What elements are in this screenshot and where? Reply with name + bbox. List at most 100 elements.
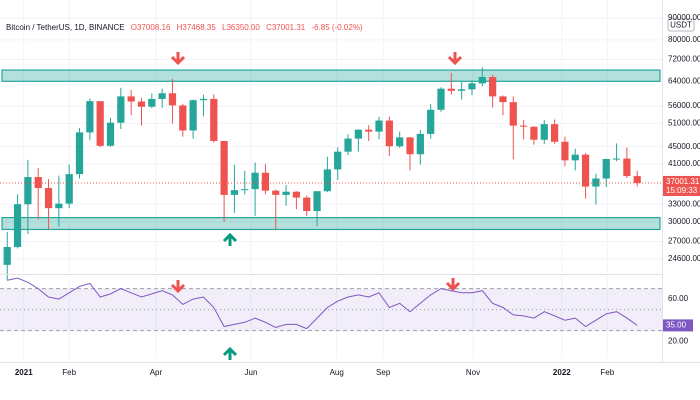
candle-body — [179, 105, 187, 131]
candle-body — [509, 102, 517, 126]
x-tick-label: Feb — [600, 368, 614, 377]
last-price-label: 37001.31 — [666, 177, 700, 186]
candle-body — [612, 158, 621, 160]
signal-arrows — [170, 52, 463, 360]
y-tick-label: 33000.00 — [668, 199, 700, 208]
candle-body — [24, 177, 32, 205]
candle-body — [34, 177, 42, 189]
candle-body — [168, 93, 177, 106]
candle-body — [334, 151, 342, 170]
candle-body — [592, 178, 600, 187]
sell-arrow — [170, 52, 186, 66]
low-label: L36350.00 — [222, 23, 260, 32]
x-tick-label: Sep — [376, 368, 391, 377]
x-tick-label: Aug — [330, 368, 344, 377]
x-tick-label: Apr — [150, 368, 163, 377]
candle-body — [602, 159, 610, 179]
candle-body — [519, 125, 528, 127]
candle-body — [251, 172, 259, 190]
plot — [0, 67, 662, 330]
candle-body — [540, 124, 548, 140]
candle-body — [137, 101, 146, 107]
header: Bitcoin / TetherUS, 1D, BINANCE O37008.1… — [6, 23, 363, 32]
y-tick-label: 72000.00 — [668, 55, 700, 64]
candle-body — [323, 169, 331, 192]
candle-body — [561, 141, 569, 161]
currency-box[interactable] — [667, 18, 695, 32]
countdown-label: 15:09:33 — [666, 186, 698, 195]
candle-body — [117, 96, 125, 123]
buy-arrow — [222, 232, 238, 246]
candle-body — [272, 190, 280, 195]
candle-body — [427, 109, 435, 134]
close-label: C37001.31 — [266, 23, 306, 32]
sell-arrow — [445, 278, 461, 292]
candle-body — [127, 96, 135, 102]
y-tick-label: 64000.00 — [668, 76, 700, 85]
candle-body — [220, 140, 228, 195]
candle-body — [65, 174, 73, 204]
candle-body — [550, 124, 559, 142]
candle-body — [313, 191, 321, 212]
candle-body — [199, 98, 208, 101]
candle-body — [468, 83, 476, 90]
y-tick-label: 24600.00 — [668, 254, 700, 263]
sell-arrow — [447, 52, 463, 66]
rsi-band — [0, 288, 662, 331]
rsi-last-label: 35.00 — [666, 321, 687, 330]
candle-body — [148, 98, 156, 107]
x-tick-label: Feb — [62, 368, 76, 377]
y-tick-label: 56000.00 — [668, 101, 700, 110]
y-tick-label: 20.00 — [668, 336, 689, 345]
candle-body — [385, 120, 393, 147]
high-label: H37468.35 — [177, 23, 217, 32]
y-tick-label: 60.00 — [668, 294, 689, 303]
candle-body — [13, 204, 22, 248]
candle-body — [406, 137, 414, 155]
candle-body — [96, 101, 104, 146]
candle-body — [478, 76, 486, 84]
candle-body — [189, 100, 197, 131]
y-tick-label: 51000.00 — [668, 119, 700, 128]
rsi-line — [7, 277, 638, 330]
y-tick-label: 41000.00 — [668, 159, 700, 168]
candle-body — [55, 203, 63, 209]
candle-body — [75, 132, 84, 175]
buy-arrow — [222, 346, 238, 360]
candle-body — [633, 176, 641, 183]
candle-body — [158, 93, 166, 99]
candle-body — [292, 191, 301, 198]
candle-body — [241, 189, 249, 191]
last-price-box — [663, 175, 700, 196]
candle-body — [489, 76, 497, 97]
x-tick-label: Nov — [466, 368, 480, 377]
candle-body — [499, 96, 507, 103]
x-tick-label: Jun — [245, 368, 258, 377]
candle-body — [303, 197, 311, 212]
candle-body — [44, 188, 53, 209]
y-tick-label: 45000.00 — [668, 142, 700, 151]
candle-body — [282, 191, 290, 195]
candle-body — [210, 98, 218, 141]
candle-body — [396, 137, 404, 147]
sell-arrow — [170, 280, 186, 294]
candle-body — [106, 122, 115, 146]
candle-body — [458, 89, 466, 91]
zone — [1, 217, 661, 231]
change-label: -6.85 (-0.02%) — [311, 23, 362, 32]
currency[interactable]: USDT — [670, 21, 692, 30]
y-tick-label: 90000.00 — [668, 13, 700, 22]
candle-body — [261, 172, 270, 191]
y-tick-label: 80000.00 — [668, 35, 700, 44]
y-tick-label: 27000.00 — [668, 237, 700, 246]
candle-body — [447, 88, 455, 91]
y-tick-label: 30000.00 — [668, 217, 700, 226]
symbol: Bitcoin / TetherUS, 1D, BINANCE — [6, 23, 125, 32]
candle-body — [375, 120, 383, 132]
x-tick-label: 2021 — [15, 368, 33, 377]
candle-body — [623, 158, 631, 177]
candle-body — [86, 101, 94, 133]
open-label: O37008.16 — [131, 23, 171, 32]
